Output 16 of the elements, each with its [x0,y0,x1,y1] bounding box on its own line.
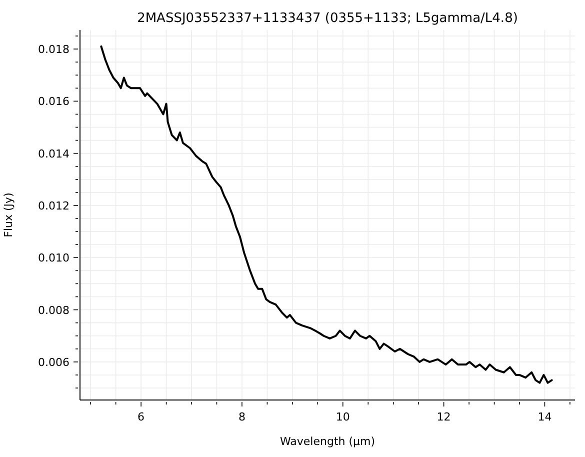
y-tick-label: 0.010 [38,252,70,265]
y-tick-label: 0.014 [38,147,70,160]
y-tick-label: 0.018 [38,43,70,56]
x-axis-title: Wavelength (μm) [280,435,376,448]
y-axis-title: Flux (Jy) [2,192,15,238]
chart-title: 2MASSJ03552337+1133437 (0355+1133; L5gamma/L4.8) [137,11,518,26]
x-tick-label: 12 [436,410,451,424]
x-tick-label: 10 [336,410,350,424]
y-tick-label: 0.006 [38,356,70,369]
y-tick-label: 0.012 [38,199,70,212]
x-tick-label: 14 [538,410,552,424]
y-tick-label: 0.016 [38,95,70,108]
x-tick-label: 6 [138,410,145,424]
x-tick-label: 8 [238,410,246,424]
line-series [100,45,553,384]
y-tick-label: 0.008 [38,304,70,317]
